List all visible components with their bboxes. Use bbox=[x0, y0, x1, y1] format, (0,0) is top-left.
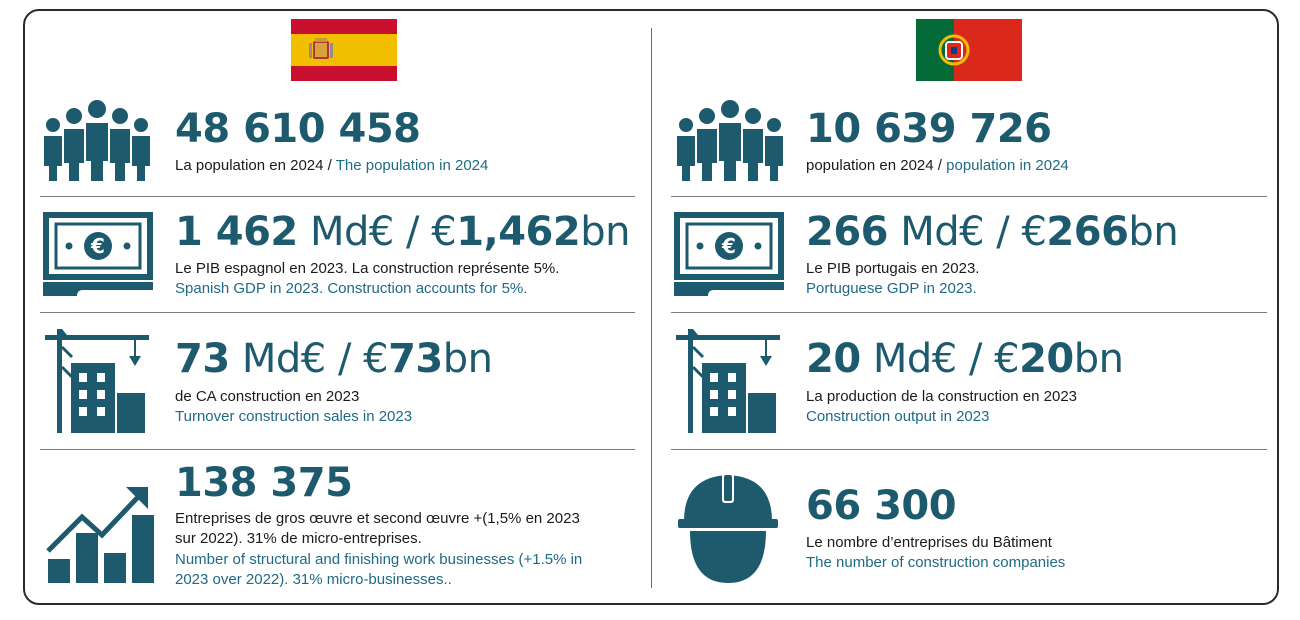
spain-population-value: 48 610 458 bbox=[175, 106, 421, 152]
people-group-icon bbox=[41, 99, 153, 181]
spain-gdp-caption-en: Spanish GDP in 2023. Construction accoun… bbox=[175, 280, 528, 297]
portugal-gdp-caption-fr: Le PIB portugais en 2023. bbox=[806, 260, 980, 277]
growth-bar-chart-icon bbox=[46, 481, 156, 585]
spain-businesses-caption-en-2: 2023 over 2022). 31% micro-businesses.. bbox=[175, 571, 452, 588]
svg-text:€: € bbox=[90, 234, 105, 258]
svg-text:€: € bbox=[721, 234, 736, 258]
portugal-output-caption-en: Construction output in 2023 bbox=[806, 408, 990, 425]
portugal-flag-icon bbox=[916, 19, 1022, 81]
row-divider bbox=[671, 312, 1267, 313]
building-crane-icon bbox=[43, 327, 155, 435]
portugal-companies-value: 66 300 bbox=[806, 483, 957, 529]
spain-businesses-caption-fr-2: sur 2022). 31% de micro-entreprises. bbox=[175, 530, 422, 547]
banknote-euro-icon: € bbox=[674, 212, 784, 298]
spain-businesses-caption-en-1: Number of structural and finishing work … bbox=[175, 551, 583, 568]
spain-population-caption: La population en 2024 / The population i… bbox=[175, 157, 489, 174]
portugal-population-value: 10 639 726 bbox=[806, 106, 1052, 152]
portugal-output-caption-fr: La production de la construction en 2023 bbox=[806, 388, 1078, 405]
people-group-icon bbox=[674, 99, 786, 181]
spain-businesses-caption-fr-1: Entreprises de gros œuvre et second œuvr… bbox=[175, 510, 580, 527]
banknote-euro-icon: € bbox=[43, 212, 153, 298]
infographic-frame bbox=[23, 9, 1279, 605]
spain-gdp-caption-fr: Le PIB espagnol en 2023. La construction… bbox=[175, 260, 560, 277]
row-divider bbox=[671, 196, 1267, 197]
portugal-gdp-caption-en: Portuguese GDP in 2023. bbox=[806, 280, 977, 297]
spain-gdp-value: 1 462 Md€ / €1,462bn bbox=[175, 209, 630, 255]
spain-turnover-caption-en: Turnover construction sales in 2023 bbox=[175, 408, 413, 425]
row-divider bbox=[671, 449, 1267, 450]
portugal-population-caption: population en 2024 / population in 2024 bbox=[806, 157, 1069, 174]
hard-hat-worker-icon bbox=[676, 469, 780, 585]
portugal-companies-caption-en: The number of construction companies bbox=[806, 554, 1066, 571]
portugal-companies-caption-fr: Le nombre d’entreprises du Bâtiment bbox=[806, 534, 1052, 551]
row-divider bbox=[40, 312, 635, 313]
row-divider bbox=[40, 196, 635, 197]
spain-businesses-value: 138 375 bbox=[175, 460, 353, 506]
spain-flag-icon bbox=[291, 19, 397, 81]
spain-turnover-caption-fr: de CA construction en 2023 bbox=[175, 388, 360, 405]
portugal-gdp-value: 266 Md€ / €266bn bbox=[806, 209, 1179, 255]
column-divider bbox=[651, 28, 652, 588]
spain-turnover-value: 73 Md€ / €73bn bbox=[175, 336, 493, 382]
row-divider bbox=[40, 449, 635, 450]
portugal-output-value: 20 Md€ / €20bn bbox=[806, 336, 1124, 382]
building-crane-icon bbox=[674, 327, 786, 435]
